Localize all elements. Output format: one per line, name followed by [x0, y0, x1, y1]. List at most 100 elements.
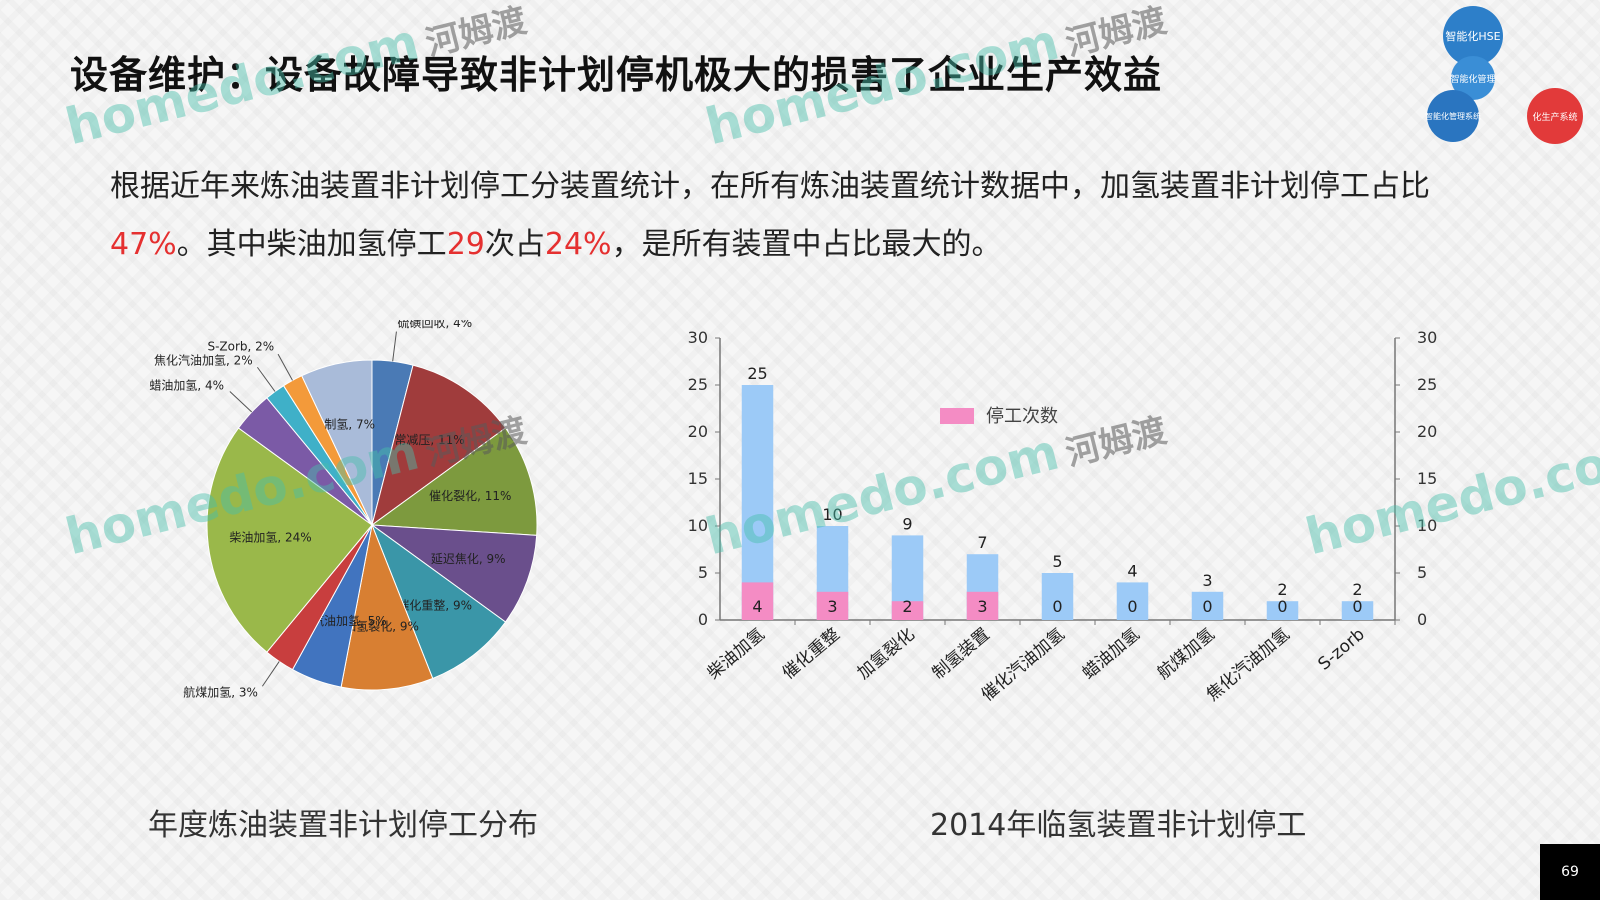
pie-chart: 硫磺回收, 4% 常减压, 11% 催化裂化, 11% 延迟焦化, 9% 催化重整, 9… — [149, 320, 538, 699]
bar-total — [1266, 601, 1299, 620]
legend-label: 停工次数 — [986, 406, 1058, 427]
bar-chart: 051015202530051015202530254柴油加氢103催化重整92… — [688, 328, 1438, 706]
pie-slice-label: 蜡油加氢, 4% — [149, 378, 224, 393]
bar-total-label: 9 — [902, 514, 912, 533]
y2-tick-label: 5 — [1417, 563, 1427, 582]
bar-stop-label: 4 — [752, 597, 762, 616]
y-tick-label: 10 — [688, 516, 708, 535]
bar-stop-label: 0 — [1202, 597, 1212, 616]
y2-tick-label: 20 — [1417, 422, 1437, 441]
y-tick-label: 20 — [688, 422, 708, 441]
pie-slice-label: 催化裂化, 11% — [429, 489, 511, 503]
pie-slice-label: 柴油加氢, 24% — [229, 529, 311, 544]
bar-total — [1041, 573, 1074, 620]
bar-stop — [741, 582, 774, 620]
pie-slice — [206, 427, 373, 653]
logo-text-middle: 智能化管理 — [1450, 73, 1495, 85]
y2-tick-label: 30 — [1417, 328, 1437, 347]
logo-circle-middle — [1451, 56, 1495, 100]
bar-stop-label: 0 — [1277, 597, 1287, 616]
pie-leader-line — [392, 331, 397, 362]
pie-leader-line — [229, 391, 253, 413]
x-category-label: 焦化汽油加氢 — [1203, 625, 1294, 706]
pie-leader-line — [277, 353, 293, 381]
page-number: 69 — [1540, 844, 1600, 900]
logo-text-left: 智能化管理系统 — [1425, 111, 1481, 121]
y-tick-label: 15 — [688, 469, 708, 488]
intro-value-hydro-share: 47% — [110, 227, 177, 262]
bar-total — [1191, 591, 1224, 620]
pie-slice-label: 常减压, 11% — [394, 433, 464, 447]
bar-total — [1341, 601, 1374, 620]
bar-stop — [966, 591, 999, 620]
y-tick-label: 5 — [698, 563, 708, 582]
legend-swatch — [940, 408, 974, 424]
intro-value-diesel-count: 29 — [446, 227, 485, 262]
y-tick-label: 0 — [698, 610, 708, 629]
bar-total-label: 25 — [747, 364, 767, 383]
pie-slice-label: 延迟焦化, 9% — [431, 552, 506, 566]
bar-chart-caption: 2014年临氢装置非计划停工 — [930, 808, 1307, 843]
y2-tick-label: 10 — [1417, 516, 1437, 535]
pie-slice-label: 航煤加氢, 3% — [183, 684, 258, 699]
bar-total-label: 4 — [1127, 561, 1137, 580]
pie-slice-label: 焦化汽油加氢, 2% — [154, 352, 253, 367]
x-category-label: 制氢装置 — [929, 625, 994, 684]
bar-total-label: 5 — [1052, 552, 1062, 571]
bar-total-label: 2 — [1352, 580, 1362, 599]
pie-slice-label: 制氢, 7% — [324, 417, 375, 432]
pie-slice — [370, 524, 538, 623]
bar-total — [1116, 582, 1149, 620]
pie-slice-label: 催化重整, 9% — [397, 597, 472, 612]
logo-text-right: 化生产系统 — [1532, 111, 1577, 123]
bar-total-label: 2 — [1277, 580, 1287, 599]
intro-text-3: 次占 — [484, 227, 545, 262]
pie-slice-label: S-Zorb, 2% — [207, 340, 274, 354]
bar-stop-label: 0 — [1352, 597, 1362, 616]
x-category-label: 加氢裂化 — [854, 625, 919, 684]
y2-tick-label: 15 — [1417, 469, 1437, 488]
pie-slice — [301, 359, 373, 526]
bar-total-label: 7 — [977, 533, 987, 552]
x-category-label: 航煤加氢 — [1154, 625, 1219, 684]
pie-slice — [340, 523, 434, 691]
smart-hse-logo: 智能化HSE 智能化管理 智能化管理系统 化生产系统 — [1425, 6, 1583, 144]
x-category-label: 催化汽油加氢 — [978, 625, 1069, 706]
logo-circle-right — [1527, 88, 1583, 144]
x-category-label: 柴油加氢 — [704, 625, 769, 684]
bar-stop-label: 0 — [1127, 597, 1137, 616]
bar-stop — [816, 591, 849, 620]
page-title: 设备维护：设备故障导致非计划停机极大的损害了企业生产效益 — [70, 53, 1163, 97]
bar-total-label: 3 — [1202, 571, 1212, 590]
x-category-label: 催化重整 — [779, 625, 844, 684]
bar-stop — [891, 601, 924, 620]
intro-value-diesel-share: 24% — [544, 227, 612, 262]
y-tick-label: 30 — [688, 328, 708, 347]
bar-total — [741, 385, 774, 620]
intro-text-4: ，是所有装置中占比最大的。 — [611, 227, 1002, 262]
bar-stop-label: 2 — [902, 597, 912, 616]
logo-text-top: 智能化HSE — [1445, 29, 1500, 43]
intro-text-1: 根据近年来炼油装置非计划停工分装置统计，在所有炼油装置统计数据中，加氢装置非计划… — [110, 169, 1430, 204]
y2-tick-label: 0 — [1417, 610, 1427, 629]
pie-slice — [370, 427, 538, 536]
y2-tick-label: 25 — [1417, 375, 1437, 394]
logo-circle-left — [1427, 90, 1479, 142]
intro-paragraph: 根据近年来炼油装置非计划停工分装置统计，在所有炼油装置统计数据中，加氢装置非计划… — [110, 158, 1490, 274]
x-category-label: 蜡油加氢 — [1079, 625, 1144, 684]
pie-slice — [370, 523, 507, 680]
bar-total-label: 10 — [822, 505, 842, 524]
bar-stop-label: 3 — [827, 597, 837, 616]
bar-stop-label: 0 — [1052, 597, 1062, 616]
pie-leader-line — [261, 661, 280, 687]
pie-chart-caption: 年度炼油装置非计划停工分布 — [148, 808, 538, 843]
logo-circle-top — [1443, 6, 1503, 66]
pie-slice-label: 加氢裂化, 9% — [344, 618, 419, 633]
y-tick-label: 25 — [688, 375, 708, 394]
pie-slice-label: 硫磺回收, 4% — [397, 320, 472, 330]
x-category-label: S-zorb — [1314, 625, 1368, 675]
intro-text-2: 。其中柴油加氢停工 — [176, 227, 447, 262]
pie-slice — [371, 364, 507, 527]
bar-stop-label: 3 — [977, 597, 987, 616]
pie-leader-line — [256, 366, 276, 392]
